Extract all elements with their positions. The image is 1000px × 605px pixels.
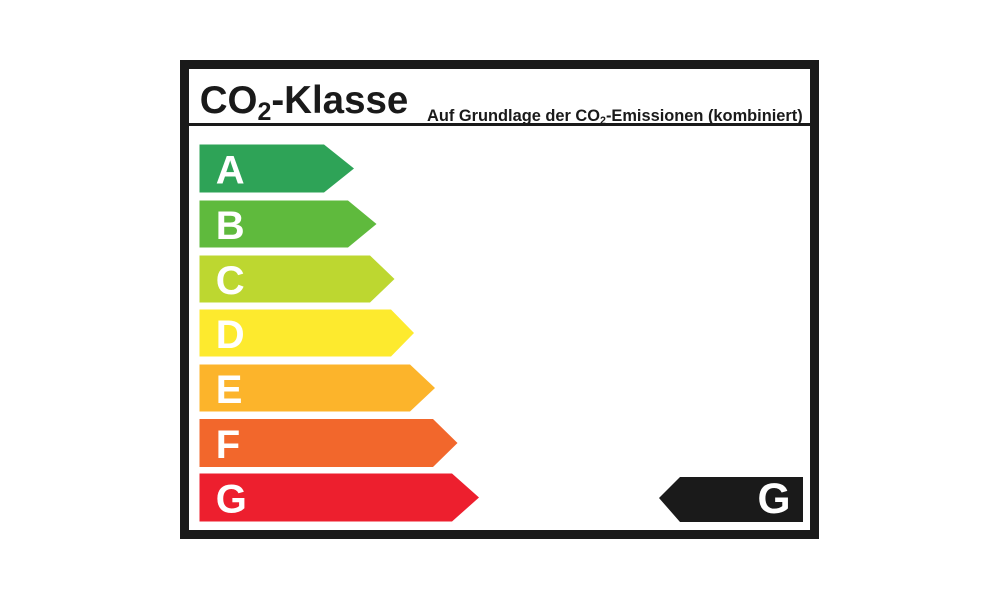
- svg-text:A: A: [216, 149, 245, 193]
- svg-text:D: D: [216, 313, 245, 357]
- svg-text:CO2-Klasse: CO2-Klasse: [200, 79, 409, 126]
- svg-text:Auf Grundlage der CO2-Emission: Auf Grundlage der CO2-Emissionen (kombin…: [427, 107, 803, 127]
- svg-text:E: E: [216, 368, 243, 412]
- svg-text:C: C: [216, 259, 245, 303]
- svg-text:G: G: [216, 478, 247, 522]
- svg-text:G: G: [757, 476, 790, 523]
- svg-text:B: B: [216, 204, 245, 248]
- svg-text:F: F: [216, 423, 240, 467]
